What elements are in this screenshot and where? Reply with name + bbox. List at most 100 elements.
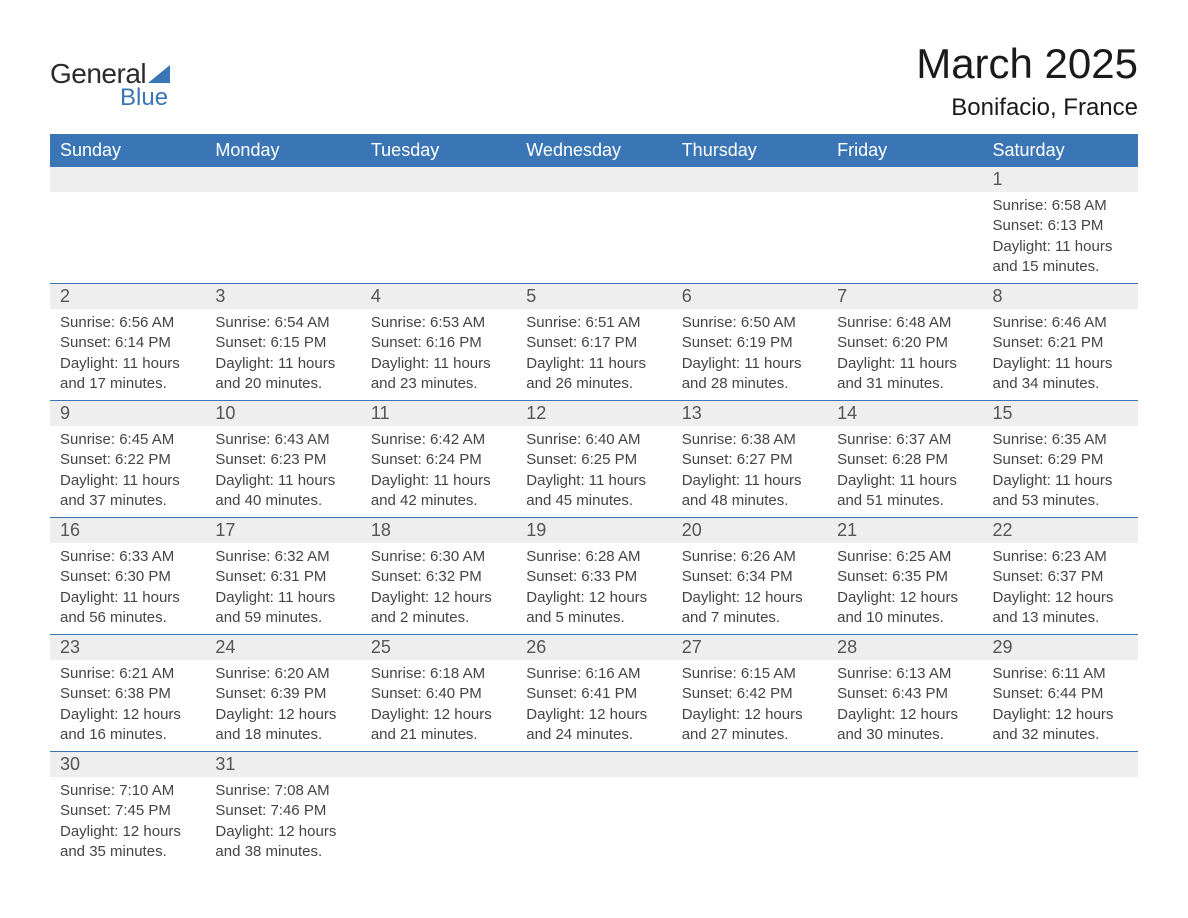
day-content-cell: [205, 192, 360, 284]
day-number: 21: [837, 520, 857, 540]
day-number-cell: 15: [983, 401, 1138, 427]
day-number: 13: [682, 403, 702, 423]
day-sunset: Sunset: 6:24 PM: [371, 450, 506, 470]
day-content-cell: Sunrise: 6:16 AMSunset: 6:41 PMDaylight:…: [516, 660, 671, 752]
day-sunrise: Sunrise: 6:51 AM: [526, 313, 661, 333]
day-content-cell: Sunrise: 6:32 AMSunset: 6:31 PMDaylight:…: [205, 543, 360, 635]
day-number: 22: [993, 520, 1013, 540]
day-number: 16: [60, 520, 80, 540]
content-row: Sunrise: 6:56 AMSunset: 6:14 PMDaylight:…: [50, 309, 1138, 401]
day-daylight2: and 21 minutes.: [371, 725, 506, 745]
day-daylight1: Daylight: 11 hours: [215, 471, 350, 491]
day-daylight1: Daylight: 11 hours: [993, 237, 1128, 257]
day-number: 24: [215, 637, 235, 657]
day-content-cell: Sunrise: 6:38 AMSunset: 6:27 PMDaylight:…: [672, 426, 827, 518]
day-sunset: Sunset: 6:38 PM: [60, 684, 195, 704]
day-content-cell: Sunrise: 6:45 AMSunset: 6:22 PMDaylight:…: [50, 426, 205, 518]
day-sunrise: Sunrise: 7:08 AM: [215, 781, 350, 801]
day-number: 15: [993, 403, 1013, 423]
day-number: 11: [371, 403, 390, 423]
day-sunset: Sunset: 6:43 PM: [837, 684, 972, 704]
day-sunset: Sunset: 6:17 PM: [526, 333, 661, 353]
day-daylight2: and 42 minutes.: [371, 491, 506, 511]
day-sunrise: Sunrise: 6:38 AM: [682, 430, 817, 450]
day-sunset: Sunset: 6:42 PM: [682, 684, 817, 704]
weekday-header: Tuesday: [361, 134, 516, 167]
day-number: 7: [837, 286, 847, 306]
day-sunrise: Sunrise: 6:35 AM: [993, 430, 1128, 450]
day-daylight1: Daylight: 12 hours: [371, 705, 506, 725]
day-sunrise: Sunrise: 7:10 AM: [60, 781, 195, 801]
day-sunset: Sunset: 6:44 PM: [993, 684, 1128, 704]
day-sunset: Sunset: 7:46 PM: [215, 801, 350, 821]
weekday-header: Monday: [205, 134, 360, 167]
logo-triangle-icon: [148, 65, 170, 83]
day-daylight1: Daylight: 11 hours: [993, 354, 1128, 374]
day-sunrise: Sunrise: 6:53 AM: [371, 313, 506, 333]
day-daylight2: and 15 minutes.: [993, 257, 1128, 277]
day-sunrise: Sunrise: 6:37 AM: [837, 430, 972, 450]
day-number: 8: [993, 286, 1003, 306]
day-sunset: Sunset: 6:33 PM: [526, 567, 661, 587]
day-content-cell: Sunrise: 6:43 AMSunset: 6:23 PMDaylight:…: [205, 426, 360, 518]
day-content-cell: Sunrise: 6:53 AMSunset: 6:16 PMDaylight:…: [361, 309, 516, 401]
day-number: 29: [993, 637, 1013, 657]
day-daylight1: Daylight: 11 hours: [993, 471, 1128, 491]
day-daylight2: and 35 minutes.: [60, 842, 195, 862]
day-sunrise: Sunrise: 6:46 AM: [993, 313, 1128, 333]
daynum-row: 30 31: [50, 752, 1138, 778]
day-sunrise: Sunrise: 6:21 AM: [60, 664, 195, 684]
day-sunset: Sunset: 6:34 PM: [682, 567, 817, 587]
day-daylight1: Daylight: 12 hours: [993, 588, 1128, 608]
day-number-cell: 25: [361, 635, 516, 661]
day-number: 6: [682, 286, 692, 306]
day-sunrise: Sunrise: 6:33 AM: [60, 547, 195, 567]
day-sunset: Sunset: 6:37 PM: [993, 567, 1128, 587]
day-daylight2: and 34 minutes.: [993, 374, 1128, 394]
day-number-cell: [672, 752, 827, 778]
day-content-cell: Sunrise: 6:48 AMSunset: 6:20 PMDaylight:…: [827, 309, 982, 401]
day-daylight2: and 38 minutes.: [215, 842, 350, 862]
day-number-cell: 29: [983, 635, 1138, 661]
day-number-cell: [983, 752, 1138, 778]
day-content-cell: Sunrise: 6:26 AMSunset: 6:34 PMDaylight:…: [672, 543, 827, 635]
day-content-cell: Sunrise: 6:21 AMSunset: 6:38 PMDaylight:…: [50, 660, 205, 752]
day-number-cell: 8: [983, 284, 1138, 310]
day-number-cell: 5: [516, 284, 671, 310]
day-daylight2: and 48 minutes.: [682, 491, 817, 511]
day-content-cell: Sunrise: 6:40 AMSunset: 6:25 PMDaylight:…: [516, 426, 671, 518]
day-sunrise: Sunrise: 6:16 AM: [526, 664, 661, 684]
location-subtitle: Bonifacio, France: [916, 94, 1138, 122]
day-content-cell: [361, 192, 516, 284]
day-sunset: Sunset: 6:15 PM: [215, 333, 350, 353]
day-number: 31: [215, 754, 235, 774]
day-daylight2: and 7 minutes.: [682, 608, 817, 628]
day-number: 1: [993, 169, 1003, 189]
weekday-header-row: Sunday Monday Tuesday Wednesday Thursday…: [50, 134, 1138, 167]
day-number-cell: 30: [50, 752, 205, 778]
day-daylight1: Daylight: 12 hours: [215, 705, 350, 725]
day-number: 4: [371, 286, 381, 306]
day-content-cell: Sunrise: 6:33 AMSunset: 6:30 PMDaylight:…: [50, 543, 205, 635]
day-content-cell: [983, 777, 1138, 868]
day-sunset: Sunset: 6:21 PM: [993, 333, 1128, 353]
day-number: 14: [837, 403, 857, 423]
day-daylight1: Daylight: 12 hours: [993, 705, 1128, 725]
day-sunrise: Sunrise: 6:45 AM: [60, 430, 195, 450]
day-daylight2: and 28 minutes.: [682, 374, 817, 394]
day-daylight1: Daylight: 11 hours: [526, 471, 661, 491]
day-daylight2: and 16 minutes.: [60, 725, 195, 745]
day-daylight2: and 20 minutes.: [215, 374, 350, 394]
day-content-cell: Sunrise: 6:54 AMSunset: 6:15 PMDaylight:…: [205, 309, 360, 401]
day-content-cell: Sunrise: 6:13 AMSunset: 6:43 PMDaylight:…: [827, 660, 982, 752]
day-content-cell: Sunrise: 6:23 AMSunset: 6:37 PMDaylight:…: [983, 543, 1138, 635]
daynum-row: 9101112131415: [50, 401, 1138, 427]
day-content-cell: Sunrise: 6:20 AMSunset: 6:39 PMDaylight:…: [205, 660, 360, 752]
day-daylight1: Daylight: 11 hours: [526, 354, 661, 374]
day-daylight1: Daylight: 12 hours: [60, 822, 195, 842]
day-sunset: Sunset: 6:27 PM: [682, 450, 817, 470]
day-content-cell: Sunrise: 6:42 AMSunset: 6:24 PMDaylight:…: [361, 426, 516, 518]
day-sunset: Sunset: 6:23 PM: [215, 450, 350, 470]
day-content-cell: Sunrise: 6:11 AMSunset: 6:44 PMDaylight:…: [983, 660, 1138, 752]
daynum-row: 2345678: [50, 284, 1138, 310]
